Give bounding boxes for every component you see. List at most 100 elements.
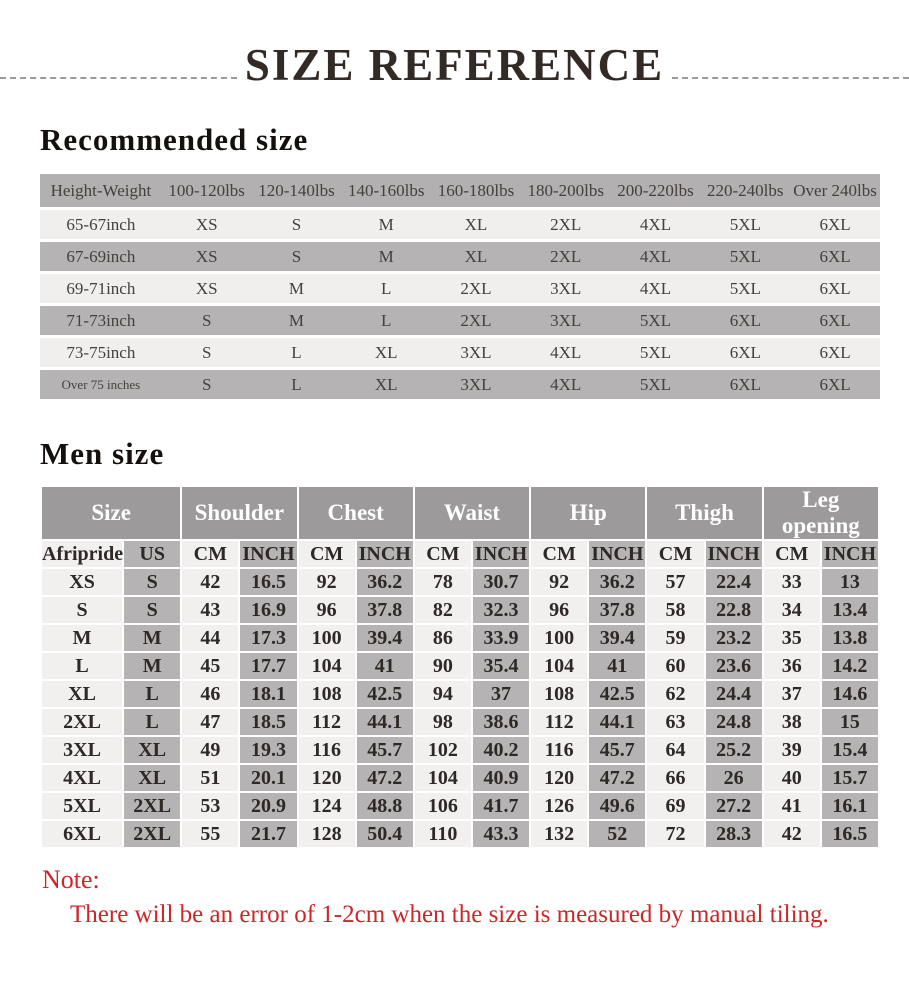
rec-size-cell: 4XL (639, 214, 672, 234)
men-group-header: Chest (296, 485, 415, 541)
men-measure-cell: 34 (761, 595, 822, 625)
men-table-row: 3XL XL 49 19.3 116 45.7 102 40.2 116 45.7 64 25.2 39… (39, 735, 881, 765)
men-measure-cell: L (122, 707, 183, 737)
rec-size-cell: 6XL (729, 342, 761, 362)
men-measure-cell: M (122, 651, 183, 681)
men-measure-cell: 41 (761, 791, 822, 821)
rec-size-cell: L (291, 374, 302, 394)
rec-size-cell: 6XL (819, 310, 851, 330)
men-measure-cell: 39 (761, 735, 822, 765)
men-size-label: M (39, 623, 125, 653)
men-unit-header: INCH (238, 539, 299, 569)
men-measure-cell: 48.8 (354, 791, 415, 821)
rec-size-cell: M (288, 310, 304, 330)
men-measure-cell: 43.3 (470, 819, 532, 849)
men-measure-cell: 100 (529, 623, 590, 653)
men-measure-cell: 40 (761, 763, 822, 793)
men-table-row: 2XL L 47 18.5 112 44.1 98 38.6 112 44.1 63 24.8 38 15 (39, 707, 881, 737)
rec-size-cell: M (288, 278, 304, 298)
men-measure-cell: 120 (529, 763, 590, 793)
men-measure-cell: 39.4 (354, 623, 415, 653)
men-measure-cell: 37 (470, 679, 532, 709)
men-unit-header: INCH (354, 539, 415, 569)
men-measure-cell: M (122, 623, 183, 653)
men-table-row: M M 44 17.3 100 39.4 86 33.9 100 39.4 59 23.2 35 13.8 (39, 623, 881, 653)
men-measure-cell: 108 (529, 679, 590, 709)
men-measure-cell: 41 (587, 651, 648, 681)
men-measure-cell: 33.9 (470, 623, 532, 653)
men-group-header: Waist (412, 485, 532, 541)
men-table-row: 6XL 2XL 55 21.7 128 50.4 110 43.3 132 52 72 28.3 42 1… (39, 819, 881, 849)
men-measure-cell: S (122, 567, 183, 597)
men-measure-cell: 16.5 (819, 819, 881, 849)
rec-size-cell: XS (195, 214, 218, 234)
men-measure-cell: 15.7 (819, 763, 881, 793)
men-measure-cell: 38 (761, 707, 822, 737)
men-measure-cell: 15 (819, 707, 881, 737)
men-measure-cell: 41.7 (470, 791, 532, 821)
note-text: There will be an error of 1-2cm when the… (70, 901, 829, 928)
men-table-row: L M 45 17.7 104 41 90 35.4 104 41 60 23.6 36 14.2 (39, 651, 881, 681)
men-size-label: 5XL (39, 791, 125, 821)
men-table-row: 4XL XL 51 20.1 120 47.2 104 40.9 120 47.2 66 26 40 15… (39, 763, 881, 793)
men-measure-cell: 96 (296, 595, 357, 625)
men-measure-cell: 13.8 (819, 623, 881, 653)
rec-size-cell: 3XL (460, 342, 492, 362)
men-measure-cell: 2XL (122, 791, 183, 821)
men-measure-cell: 128 (296, 819, 357, 849)
men-measure-cell: 60 (645, 651, 706, 681)
men-measure-cell: 24.4 (703, 679, 764, 709)
men-measure-cell: 51 (180, 763, 241, 793)
men-unit-header: INCH (587, 539, 648, 569)
men-measure-cell: 50.4 (354, 819, 415, 849)
rec-size-cell: 5XL (729, 246, 761, 266)
men-measure-cell: 45.7 (354, 735, 415, 765)
title-dash-left (0, 77, 237, 79)
rec-size-cell: 6XL (729, 310, 761, 330)
men-measure-cell: 35 (761, 623, 822, 653)
rec-size-cell: XL (464, 214, 488, 234)
rec-header-weight-range: 180-200lbs (520, 174, 611, 207)
rec-row-label: 71-73inch (66, 310, 136, 330)
rec-size-cell: 6XL (819, 246, 851, 266)
rec-size-cell: 5XL (639, 342, 672, 362)
men-measure-cell: 37 (761, 679, 822, 709)
men-subheader-row: Afripride US CM INCH CM INCH CM INCH CM INCH CM INC… (39, 539, 881, 569)
men-measure-cell: 23.2 (703, 623, 764, 653)
men-unit-header: INCH (819, 539, 881, 569)
men-measure-cell: 36.2 (587, 567, 648, 597)
men-measure-cell: 42.5 (587, 679, 648, 709)
men-measure-cell: L (122, 679, 183, 709)
men-measure-cell: 69 (645, 791, 706, 821)
rec-size-cell: 4XL (639, 278, 672, 298)
men-measure-cell: 110 (412, 819, 473, 849)
rec-size-cell: XL (374, 342, 398, 362)
men-measure-cell: 35.4 (470, 651, 532, 681)
men-table-row: XL L 46 18.1 108 42.5 94 37 108 42.5 62 24.4 37 14.6 (39, 679, 881, 709)
men-measure-cell: 108 (296, 679, 357, 709)
rec-size-cell: 2XL (550, 214, 582, 234)
rec-table-row: 69-71inch XS M L 2XL 3XL 4XL 5XL 6XL (40, 274, 880, 303)
men-measure-cell: 28.3 (703, 819, 764, 849)
men-measure-cell: 104 (412, 763, 473, 793)
men-measure-cell: 44 (180, 623, 241, 653)
note-label: Note: (42, 865, 100, 894)
rec-size-cell: 2XL (460, 278, 492, 298)
men-table-row: 5XL 2XL 53 20.9 124 48.8 106 41.7 126 49.6 69 27.2 4… (39, 791, 881, 821)
men-measure-cell: 49 (180, 735, 241, 765)
rec-size-cell: L (381, 278, 392, 298)
rec-size-cell: 6XL (819, 342, 851, 362)
men-measure-cell: 58 (645, 595, 706, 625)
men-measure-cell: 104 (529, 651, 590, 681)
rec-size-cell: 3XL (550, 278, 582, 298)
rec-size-cell: 5XL (729, 278, 761, 298)
men-measure-cell: 23.6 (703, 651, 764, 681)
men-measure-cell: 47 (180, 707, 241, 737)
rec-header-height-weight: Height-Weight (40, 174, 162, 207)
men-measure-cell: 25.2 (703, 735, 764, 765)
men-measure-cell: 92 (296, 567, 357, 597)
men-size-label: L (39, 651, 125, 681)
rec-size-cell: 5XL (729, 214, 761, 234)
men-measure-cell: 62 (645, 679, 706, 709)
men-measure-cell: 116 (529, 735, 590, 765)
